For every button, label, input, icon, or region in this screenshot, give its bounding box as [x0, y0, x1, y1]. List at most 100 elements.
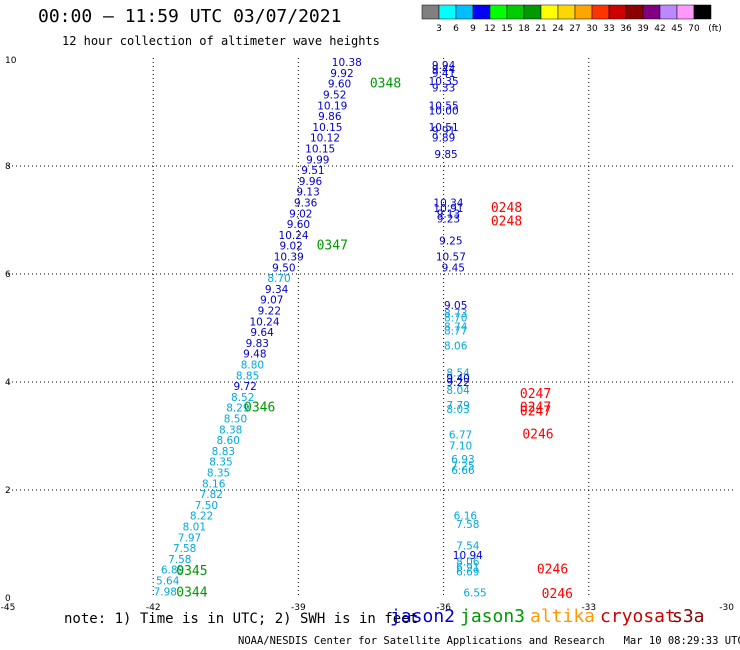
x-tick-label: -39 — [291, 603, 306, 613]
wave-height-point: 10.15 — [312, 122, 342, 134]
y-tick-label: 2 — [5, 486, 11, 496]
y-tick-label: 6 — [5, 270, 11, 280]
colorbar-tick-label: 33 — [603, 24, 614, 34]
plot-grid — [8, 58, 734, 598]
colorbar-swatch — [438, 4, 457, 20]
wave-height-point: 9.33 — [432, 82, 455, 94]
wave-height-point: 6.16 — [454, 511, 478, 523]
wave-height-point: 8.06 — [444, 341, 468, 353]
colorbar-tick-label: 12 — [484, 24, 495, 34]
x-tick-label: -36 — [436, 603, 451, 613]
satellite-label-altika: altika — [530, 606, 596, 627]
colorbar-swatch — [557, 4, 576, 20]
wave-height-point: 9.72 — [233, 381, 256, 393]
wave-height-point: 10.38 — [332, 57, 362, 69]
colorbar-swatch — [455, 4, 474, 20]
wave-height-point: 6.69 — [456, 566, 479, 578]
wave-height-point: 8.22 — [190, 511, 213, 523]
color-scale-legend: 3 6 9 12 15 18 21 24 27 30 33 36 39 42 45 70 (ft) — [421, 4, 722, 34]
wave-height-point: 7.79 — [446, 400, 469, 412]
colorbar-tick-label: 39 — [637, 24, 649, 34]
pass-time-label: 0246 — [537, 563, 568, 578]
pass-time-labels: 0344034503460347034802480248024702470247… — [176, 77, 573, 602]
wave-height-point: 9.94 — [432, 60, 456, 72]
wave-height-point: 9.13 — [437, 208, 460, 220]
colorbar-swatch — [676, 4, 695, 20]
colorbar-tick-label: 15 — [501, 24, 512, 34]
wave-height-point: 8.50 — [224, 414, 247, 426]
colorbar-swatch — [523, 4, 542, 20]
wave-height-point: 7.50 — [195, 500, 218, 512]
footer-credit: NOAA/NESDIS Center for Satellite Applica… — [238, 635, 740, 647]
colorbar-swatch — [421, 4, 440, 20]
y-tick-label: 0 — [5, 594, 11, 604]
wave-height-point: 10.19 — [317, 100, 347, 112]
x-tick-label: -33 — [581, 603, 596, 613]
wave-height-point: 8.54 — [446, 368, 470, 380]
colorbar-unit: (ft) — [708, 24, 722, 34]
wave-height-point: 8.77 — [444, 325, 467, 337]
pass-time-label: 0246 — [542, 587, 573, 602]
wave-height-point: 9.05 — [444, 300, 467, 312]
chart-subtitle: 12 hour collection of altimeter wave hei… — [62, 34, 380, 48]
wave-height-point: 8.35 — [207, 468, 230, 480]
wave-height-point: 10.51 — [429, 122, 459, 134]
wave-height-point: 9.23 — [437, 214, 460, 226]
y-tick-label: 4 — [5, 378, 11, 388]
wave-height-point: 8.73 — [444, 308, 467, 320]
y-tick-label: 8 — [5, 162, 11, 172]
pass-time-label: 0347 — [317, 239, 348, 254]
wave-height-point: 9.83 — [246, 338, 269, 350]
wave-height-values: 7.985.646.897.587.587.978.018.227.507.82… — [154, 57, 487, 599]
wave-height-point: 9.96 — [299, 176, 323, 188]
wave-height-point: 8.04 — [446, 385, 470, 397]
satellite-label-s3a: s3a — [672, 606, 705, 627]
colorbar-swatch — [472, 4, 491, 20]
pass-time-label: 0247 — [520, 401, 551, 416]
colorbar-tick-label: 9 — [470, 24, 476, 34]
wave-height-point: 9.34 — [265, 284, 289, 296]
wave-height-point: 9.25 — [439, 235, 462, 247]
colorbar-tick-label: 21 — [535, 24, 546, 34]
wave-height-point: 10.24 — [249, 316, 279, 328]
wave-height-point: 5.64 — [156, 576, 180, 588]
wave-height-point: 8.03 — [446, 404, 469, 416]
wave-height-point: 9.89 — [432, 133, 455, 145]
wave-height-point: 8.01 — [183, 522, 206, 534]
footer-note: note: 1) Time is in UTC; 2) SWH is in fe… — [64, 611, 419, 627]
satellite-label-jason3: jason3 — [460, 606, 526, 627]
wave-height-point: 7.58 — [173, 543, 196, 555]
wave-height-point: 9.44 — [432, 64, 456, 76]
colorbar-swatch — [693, 4, 712, 20]
wave-height-point: 7.97 — [178, 532, 201, 544]
wave-height-point: 8.38 — [219, 424, 242, 436]
wave-height-point: 6.89 — [161, 565, 184, 577]
wave-height-point: 9.40 — [446, 373, 469, 385]
wave-height-point: 10.00 — [429, 106, 459, 118]
wave-height-point: 9.91 — [432, 126, 455, 138]
colorbar-tick-label: 70 — [688, 24, 700, 34]
pass-time-label: 0344 — [176, 585, 207, 600]
chart-title: 00:00 – 11:59 UTC 03/07/2021 — [38, 6, 342, 27]
wave-height-point: 9.48 — [243, 349, 266, 361]
pass-time-label: 0248 — [491, 214, 522, 229]
pass-time-label: 0246 — [522, 428, 553, 443]
wave-height-point: 10.94 — [453, 550, 483, 562]
wave-height-point: 8.70 — [444, 313, 467, 325]
wave-height-point: 10.39 — [274, 252, 304, 264]
wave-height-point: 9.60 — [287, 219, 310, 231]
wave-height-point: 6.55 — [463, 587, 486, 599]
wave-height-point: 9.99 — [306, 154, 329, 166]
wave-height-point: 8.74 — [444, 322, 468, 334]
colorbar-tick-label: 42 — [654, 24, 665, 34]
colorbar-swatch — [608, 4, 627, 20]
pass-time-label: 0248 — [491, 201, 522, 216]
wave-height-point: 8.35 — [209, 457, 232, 469]
wave-height-point: 9.13 — [296, 187, 319, 199]
wave-height-point: 9.41 — [432, 68, 455, 80]
y-tick-label: 10 — [5, 56, 17, 66]
colorbar-swatch — [506, 4, 525, 20]
wave-height-point: 7.54 — [456, 540, 480, 552]
colorbar-swatch — [591, 4, 610, 20]
